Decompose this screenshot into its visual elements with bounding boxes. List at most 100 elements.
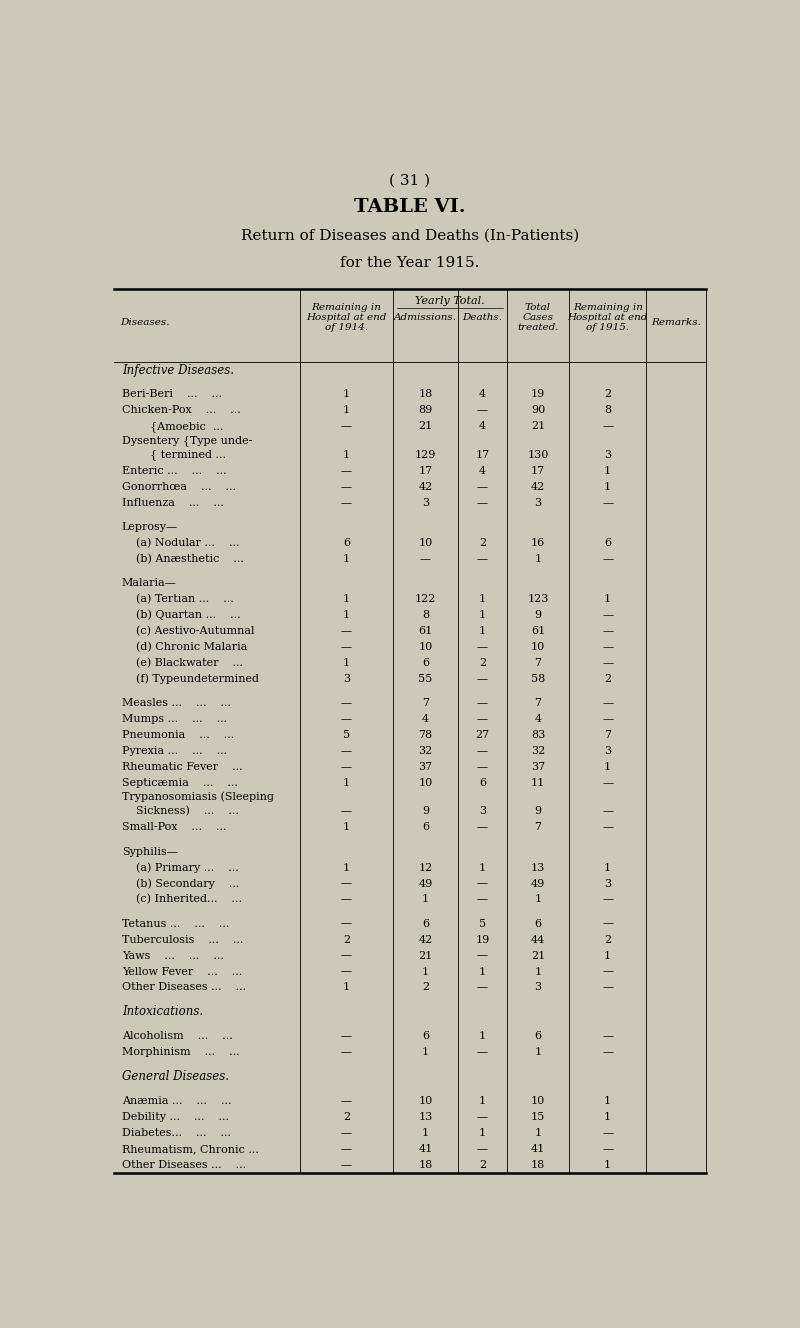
Text: —: — xyxy=(341,641,352,652)
Text: 1: 1 xyxy=(604,1096,611,1106)
Text: —: — xyxy=(602,714,613,724)
Text: 1: 1 xyxy=(343,657,350,668)
Text: —: — xyxy=(477,1143,488,1154)
Text: 8: 8 xyxy=(422,610,429,620)
Text: —: — xyxy=(341,895,352,904)
Text: —: — xyxy=(477,554,488,564)
Text: —: — xyxy=(477,762,488,772)
Text: 129: 129 xyxy=(415,450,436,459)
Text: 1: 1 xyxy=(604,1112,611,1122)
Text: 1: 1 xyxy=(422,1127,429,1138)
Text: —: — xyxy=(477,1048,488,1057)
Text: 42: 42 xyxy=(530,482,545,491)
Text: 1: 1 xyxy=(422,1048,429,1057)
Text: 17: 17 xyxy=(475,450,490,459)
Text: —: — xyxy=(602,1143,613,1154)
Text: —: — xyxy=(602,699,613,708)
Text: —: — xyxy=(602,625,613,636)
Text: —: — xyxy=(602,610,613,620)
Text: Intoxications.: Intoxications. xyxy=(122,1005,203,1019)
Text: 6: 6 xyxy=(343,538,350,548)
Text: —: — xyxy=(477,673,488,684)
Text: 1: 1 xyxy=(343,822,350,833)
Text: 5: 5 xyxy=(479,919,486,928)
Text: 9: 9 xyxy=(534,806,542,817)
Text: 10: 10 xyxy=(418,778,433,788)
Text: —: — xyxy=(602,919,613,928)
Text: 7: 7 xyxy=(534,699,542,708)
Text: 4: 4 xyxy=(479,389,486,400)
Text: 9: 9 xyxy=(422,806,429,817)
Text: —: — xyxy=(477,951,488,960)
Text: 10: 10 xyxy=(418,538,433,548)
Text: 12: 12 xyxy=(418,863,433,872)
Text: 2: 2 xyxy=(479,657,486,668)
Text: Other Diseases ...    ...: Other Diseases ... ... xyxy=(122,1159,246,1170)
Text: (b) Anæsthetic    ...: (b) Anæsthetic ... xyxy=(122,554,243,564)
Text: 18: 18 xyxy=(418,1159,433,1170)
Text: Tetanus ...    ...    ...: Tetanus ... ... ... xyxy=(122,919,229,928)
Text: —: — xyxy=(602,895,613,904)
Text: (a) Primary ...    ...: (a) Primary ... ... xyxy=(122,862,238,872)
Text: 1: 1 xyxy=(604,594,611,604)
Text: —: — xyxy=(602,967,613,976)
Text: (c) Inherited...    ...: (c) Inherited... ... xyxy=(122,894,242,904)
Text: —: — xyxy=(602,657,613,668)
Text: —: — xyxy=(602,806,613,817)
Text: —: — xyxy=(341,806,352,817)
Text: (c) Aestivo-Autumnal: (c) Aestivo-Autumnal xyxy=(122,625,254,636)
Text: 1: 1 xyxy=(604,1159,611,1170)
Text: 2: 2 xyxy=(343,1112,350,1122)
Text: —: — xyxy=(341,466,352,475)
Text: 13: 13 xyxy=(418,1112,433,1122)
Text: 7: 7 xyxy=(604,730,611,740)
Text: —: — xyxy=(602,822,613,833)
Text: 37: 37 xyxy=(418,762,433,772)
Text: —: — xyxy=(602,498,613,507)
Text: 1: 1 xyxy=(479,1031,486,1041)
Text: 15: 15 xyxy=(530,1112,545,1122)
Text: Tuberculosis    ...    ...: Tuberculosis ... ... xyxy=(122,935,243,944)
Text: 83: 83 xyxy=(530,730,545,740)
Text: 41: 41 xyxy=(418,1143,433,1154)
Text: —: — xyxy=(477,699,488,708)
Text: —: — xyxy=(341,699,352,708)
Text: 4: 4 xyxy=(534,714,542,724)
Text: Yearly Total.: Yearly Total. xyxy=(415,296,485,307)
Text: 1: 1 xyxy=(343,778,350,788)
Text: for the Year 1915.: for the Year 1915. xyxy=(340,256,480,271)
Text: —: — xyxy=(341,951,352,960)
Text: 16: 16 xyxy=(530,538,545,548)
Text: 1: 1 xyxy=(422,967,429,976)
Text: 49: 49 xyxy=(530,879,545,888)
Text: 6: 6 xyxy=(422,1031,429,1041)
Text: Rheumatism, Chronic ...: Rheumatism, Chronic ... xyxy=(122,1143,258,1154)
Text: Other Diseases ...    ...: Other Diseases ... ... xyxy=(122,983,246,992)
Text: 37: 37 xyxy=(531,762,545,772)
Text: (d) Chronic Malaria: (d) Chronic Malaria xyxy=(122,641,247,652)
Text: Measles ...    ...    ...: Measles ... ... ... xyxy=(122,699,230,708)
Text: 1: 1 xyxy=(604,951,611,960)
Text: { termined ...: { termined ... xyxy=(122,450,226,461)
Text: General Diseases.: General Diseases. xyxy=(122,1070,229,1084)
Text: 18: 18 xyxy=(530,1159,545,1170)
Text: 4: 4 xyxy=(479,466,486,475)
Text: —: — xyxy=(341,498,352,507)
Text: {Amoebic  ...: {Amoebic ... xyxy=(122,421,223,432)
Text: —: — xyxy=(602,1127,613,1138)
Text: 3: 3 xyxy=(604,746,611,756)
Text: 1: 1 xyxy=(422,895,429,904)
Text: 32: 32 xyxy=(418,746,433,756)
Text: 13: 13 xyxy=(530,863,545,872)
Text: 55: 55 xyxy=(418,673,433,684)
Text: —: — xyxy=(341,762,352,772)
Text: 21: 21 xyxy=(530,951,545,960)
Text: 2: 2 xyxy=(604,935,611,944)
Text: —: — xyxy=(420,554,431,564)
Text: 1: 1 xyxy=(343,554,350,564)
Text: 17: 17 xyxy=(531,466,545,475)
Text: —: — xyxy=(477,1112,488,1122)
Text: (a) Tertian ...    ...: (a) Tertian ... ... xyxy=(122,594,234,604)
Text: Pyrexia ...    ...    ...: Pyrexia ... ... ... xyxy=(122,746,227,756)
Text: 10: 10 xyxy=(530,641,545,652)
